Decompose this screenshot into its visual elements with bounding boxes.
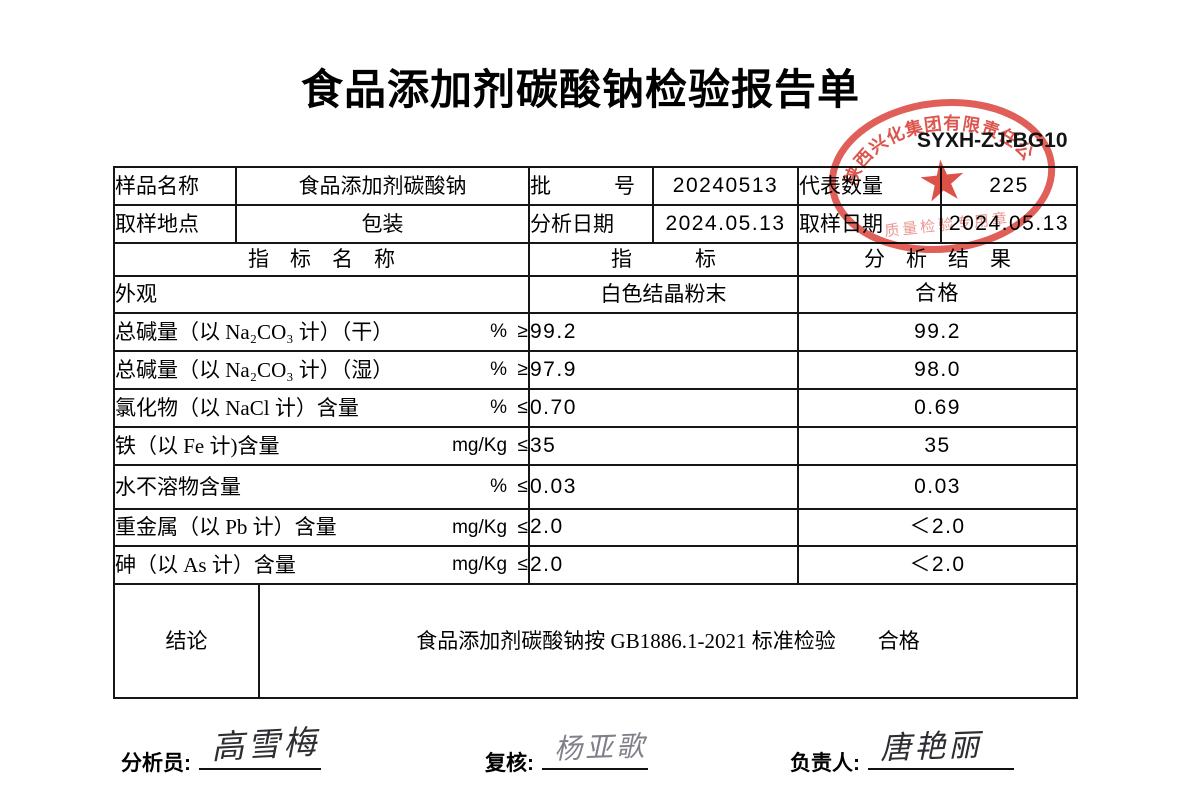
indicator-name: 氯化物（以 NaCl 计）含量 (115, 395, 359, 420)
indicator-name: 外观 (115, 282, 157, 307)
indicator-spec: 2.0 (528, 508, 799, 547)
analysis-date-label: 分析日期 (528, 204, 654, 244)
sampling-place-label: 取样地点 (113, 204, 237, 244)
reviewer-signature-line: 杨亚歌 (542, 731, 648, 770)
sampling-date-label: 取样日期 (797, 204, 942, 244)
col-header-result: 分 析 结 果 (797, 242, 1078, 277)
indicator-name: 总碱量（以 Na₂CO₃ 计）（干） (115, 319, 394, 344)
sample-name-label: 样品名称 (113, 166, 237, 206)
col-header-indicator-name: 指 标 名 称 (113, 242, 530, 277)
indicator-result: ＜2.0 (797, 545, 1078, 585)
table-row: 取样地点 包装 分析日期 2024.05.13 取样日期 2024.05.13 (113, 204, 1078, 244)
analyst-label: 分析员: (121, 752, 191, 775)
batch-value: 20240513 (652, 166, 799, 206)
sampling-place-value: 包装 (235, 204, 530, 244)
analyst-signature: 高雪梅 (210, 725, 321, 767)
report-table: 样品名称 食品添加剂碳酸钠 批 号 20240513 代表数量 225 取样地点… (113, 166, 1078, 699)
quantity-value: 225 (940, 166, 1078, 206)
conclusion-text: 食品添加剂碳酸钠按 GB1886.1-2021 标准检验 合格 (258, 583, 1078, 699)
analyst-signature-block: 分析员: 高雪梅 (121, 725, 321, 777)
indicator-unit: mg/Kg ≤ (452, 554, 528, 576)
principal-signature-line: 唐艳丽 (868, 727, 1014, 770)
indicator-name: 水不溶物含量 (115, 474, 241, 499)
indicator-result: 0.69 (797, 388, 1078, 428)
principal-signature-block: 负责人: 唐艳丽 (790, 727, 1014, 777)
indicator-result: 99.2 (797, 312, 1078, 352)
indicator-spec: 35 (528, 426, 799, 466)
indicator-row: 砷（以 As 计）含量 mg/Kg ≤ 2.0 ＜2.0 (113, 545, 1078, 585)
indicator-unit: % ≥ (490, 321, 528, 343)
page-title: 食品添加剂碳酸钠检验报告单 (300, 68, 860, 114)
indicator-spec: 白色结晶粉末 (528, 275, 799, 314)
indicator-row: 重金属（以 Pb 计）含量 mg/Kg ≤ 2.0 ＜2.0 (113, 508, 1078, 547)
indicator-row: 外观 白色结晶粉末 合格 (113, 275, 1078, 314)
indicator-unit: mg/Kg ≤ (452, 435, 528, 457)
indicator-spec: 0.03 (528, 464, 799, 510)
indicator-name: 铁（以 Fe 计)含量 (115, 433, 280, 458)
indicator-row: 总碱量（以 Na₂CO₃ 计）（干） % ≥ 99.2 99.2 (113, 312, 1078, 352)
principal-label: 负责人: (790, 752, 860, 775)
principal-signature: 唐艳丽 (879, 727, 983, 766)
indicator-unit: % ≤ (490, 476, 528, 498)
table-row: 样品名称 食品添加剂碳酸钠 批 号 20240513 代表数量 225 (113, 166, 1078, 206)
indicator-name: 重金属（以 Pb 计）含量 (115, 515, 337, 540)
indicator-row: 总碱量（以 Na₂CO₃ 计）（湿） % ≥ 97.9 98.0 (113, 350, 1078, 390)
indicator-unit: mg/Kg ≤ (452, 516, 528, 538)
reviewer-label: 复核: (485, 752, 534, 775)
analyst-signature-line: 高雪梅 (199, 725, 321, 770)
signature-area: 分析员: 高雪梅 复核: 杨亚歌 负责人: 唐艳丽 (113, 700, 1113, 790)
analysis-date-value: 2024.05.13 (652, 204, 799, 244)
indicator-unit: % ≤ (490, 397, 528, 419)
conclusion-label: 结论 (113, 583, 260, 699)
batch-label: 批 号 (528, 166, 654, 206)
indicator-row: 水不溶物含量 % ≤ 0.03 0.03 (113, 464, 1078, 510)
conclusion-row: 结论 食品添加剂碳酸钠按 GB1886.1-2021 标准检验 合格 (113, 583, 1078, 699)
col-header-indicator: 指 标 (528, 242, 799, 277)
indicator-result: 0.03 (797, 464, 1078, 510)
indicator-name: 砷（以 As 计）含量 (115, 552, 296, 577)
sample-name-value: 食品添加剂碳酸钠 (235, 166, 530, 206)
indicator-name: 总碱量（以 Na₂CO₃ 计）（湿） (115, 357, 394, 382)
indicator-row: 氯化物（以 NaCl 计）含量 % ≤ 0.70 0.69 (113, 388, 1078, 428)
indicator-spec: 0.70 (528, 388, 799, 428)
table-header-row: 指 标 名 称 指 标 分 析 结 果 (113, 242, 1078, 277)
sampling-date-value: 2024.05.13 (940, 204, 1078, 244)
indicator-row: 铁（以 Fe 计)含量 mg/Kg ≤ 35 35 (113, 426, 1078, 466)
indicator-spec: 2.0 (528, 545, 799, 585)
reviewer-signature: 杨亚歌 (553, 731, 648, 766)
indicator-result: 98.0 (797, 350, 1078, 390)
indicator-result: ＜2.0 (797, 508, 1078, 547)
document-code: SYXH-ZJ-BG10 (917, 129, 1068, 152)
reviewer-signature-block: 复核: 杨亚歌 (485, 731, 648, 777)
indicator-spec: 99.2 (528, 312, 799, 352)
indicator-spec: 97.9 (528, 350, 799, 390)
indicator-result: 35 (797, 426, 1078, 466)
indicator-result: 合格 (797, 275, 1078, 314)
indicator-unit: % ≥ (490, 359, 528, 381)
quantity-label: 代表数量 (797, 166, 942, 206)
